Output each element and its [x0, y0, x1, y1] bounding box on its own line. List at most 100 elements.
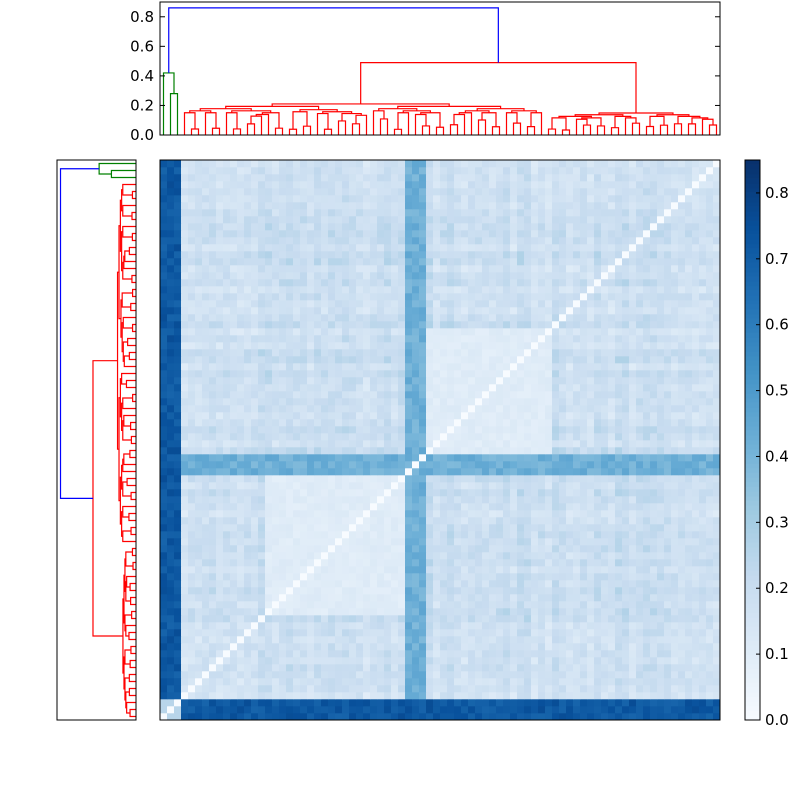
heatmap-cell — [713, 321, 721, 329]
heatmap-cell — [657, 475, 665, 483]
heatmap-cell — [412, 671, 420, 679]
heatmap-cell — [664, 594, 672, 602]
heatmap-cell — [356, 601, 364, 609]
heatmap-cell — [552, 524, 560, 532]
heatmap-cell — [195, 580, 203, 588]
heatmap-cell — [174, 699, 182, 707]
heatmap-cell — [433, 678, 441, 686]
heatmap-cell — [559, 538, 567, 546]
heatmap-cell — [713, 496, 721, 504]
heatmap-cell — [216, 314, 224, 322]
heatmap-cell — [300, 314, 308, 322]
heatmap-cell — [167, 678, 175, 686]
heatmap-cell — [475, 384, 483, 392]
heatmap-cell — [433, 524, 441, 532]
heatmap-cell — [412, 300, 420, 308]
heatmap-cell — [559, 517, 567, 525]
heatmap-cell — [174, 405, 182, 413]
heatmap-cell — [405, 594, 413, 602]
heatmap-cell — [447, 608, 455, 616]
heatmap-cell — [202, 692, 210, 700]
heatmap-cell — [580, 601, 588, 609]
heatmap-cell — [524, 363, 532, 371]
heatmap-cell — [552, 559, 560, 567]
heatmap-cell — [664, 314, 672, 322]
heatmap-cell — [573, 377, 581, 385]
heatmap-cell — [405, 685, 413, 693]
heatmap-cell — [321, 377, 329, 385]
heatmap-cell — [167, 601, 175, 609]
heatmap-cell — [587, 573, 595, 581]
heatmap-cell — [265, 321, 273, 329]
heatmap-cell — [384, 559, 392, 567]
heatmap-cell — [370, 510, 378, 518]
heatmap-cell — [300, 664, 308, 672]
heatmap-cell — [608, 636, 616, 644]
heatmap-cell — [321, 685, 329, 693]
heatmap-cell — [230, 461, 238, 469]
heatmap-cell — [699, 706, 707, 714]
heatmap-cell — [300, 419, 308, 427]
heatmap-cell — [412, 657, 420, 665]
heatmap-cell — [398, 671, 406, 679]
heatmap-cell — [237, 678, 245, 686]
heatmap-cell — [419, 433, 427, 441]
heatmap-cell — [503, 664, 511, 672]
heatmap-cell — [531, 594, 539, 602]
heatmap-cell — [643, 580, 651, 588]
heatmap-cell — [657, 482, 665, 490]
heatmap-cell — [566, 349, 574, 357]
heatmap-cell — [594, 496, 602, 504]
heatmap-cell — [643, 342, 651, 350]
heatmap-cell — [419, 314, 427, 322]
heatmap-cell — [237, 335, 245, 343]
heatmap-cell — [573, 678, 581, 686]
heatmap-cell — [629, 314, 637, 322]
heatmap-cell — [167, 363, 175, 371]
heatmap-cell — [524, 300, 532, 308]
heatmap-cell — [622, 636, 630, 644]
heatmap-cell — [657, 398, 665, 406]
heatmap-cell — [454, 363, 462, 371]
heatmap-cell — [342, 692, 350, 700]
heatmap-cell — [629, 335, 637, 343]
heatmap-cell — [636, 398, 644, 406]
heatmap-cell — [440, 678, 448, 686]
heatmap-cell — [202, 293, 210, 301]
heatmap-cell — [328, 629, 336, 637]
heatmap-cell — [384, 552, 392, 560]
heatmap-cell — [377, 419, 385, 427]
heatmap-cell — [391, 615, 399, 623]
heatmap-cell — [412, 636, 420, 644]
heatmap-cell — [468, 650, 476, 658]
heatmap-cell — [545, 685, 553, 693]
heatmap-cell — [314, 335, 322, 343]
heatmap-cell — [524, 545, 532, 553]
heatmap-cell — [524, 650, 532, 658]
heatmap-cell — [328, 692, 336, 700]
heatmap-cell — [580, 545, 588, 553]
heatmap-cell — [342, 328, 350, 336]
heatmap-cell — [636, 629, 644, 637]
heatmap-cell — [258, 377, 266, 385]
heatmap-cell — [167, 384, 175, 392]
heatmap-cell — [580, 307, 588, 315]
heatmap-cell — [622, 475, 630, 483]
heatmap-cell — [244, 636, 252, 644]
heatmap-cell — [188, 377, 196, 385]
heatmap-cell — [489, 510, 497, 518]
dendrogram-link — [355, 114, 368, 135]
heatmap-cell — [496, 447, 504, 455]
heatmap-cell — [377, 531, 385, 539]
heatmap-cell — [167, 335, 175, 343]
heatmap-cell — [307, 678, 315, 686]
heatmap-cell — [363, 559, 371, 567]
heatmap-cell — [489, 496, 497, 504]
heatmap-cell — [377, 573, 385, 581]
heatmap-cell — [272, 629, 280, 637]
heatmap-cell — [524, 384, 532, 392]
heatmap-cell — [398, 489, 406, 497]
heatmap-cell — [244, 587, 252, 595]
heatmap-cell — [160, 531, 168, 539]
heatmap-cell — [426, 419, 434, 427]
